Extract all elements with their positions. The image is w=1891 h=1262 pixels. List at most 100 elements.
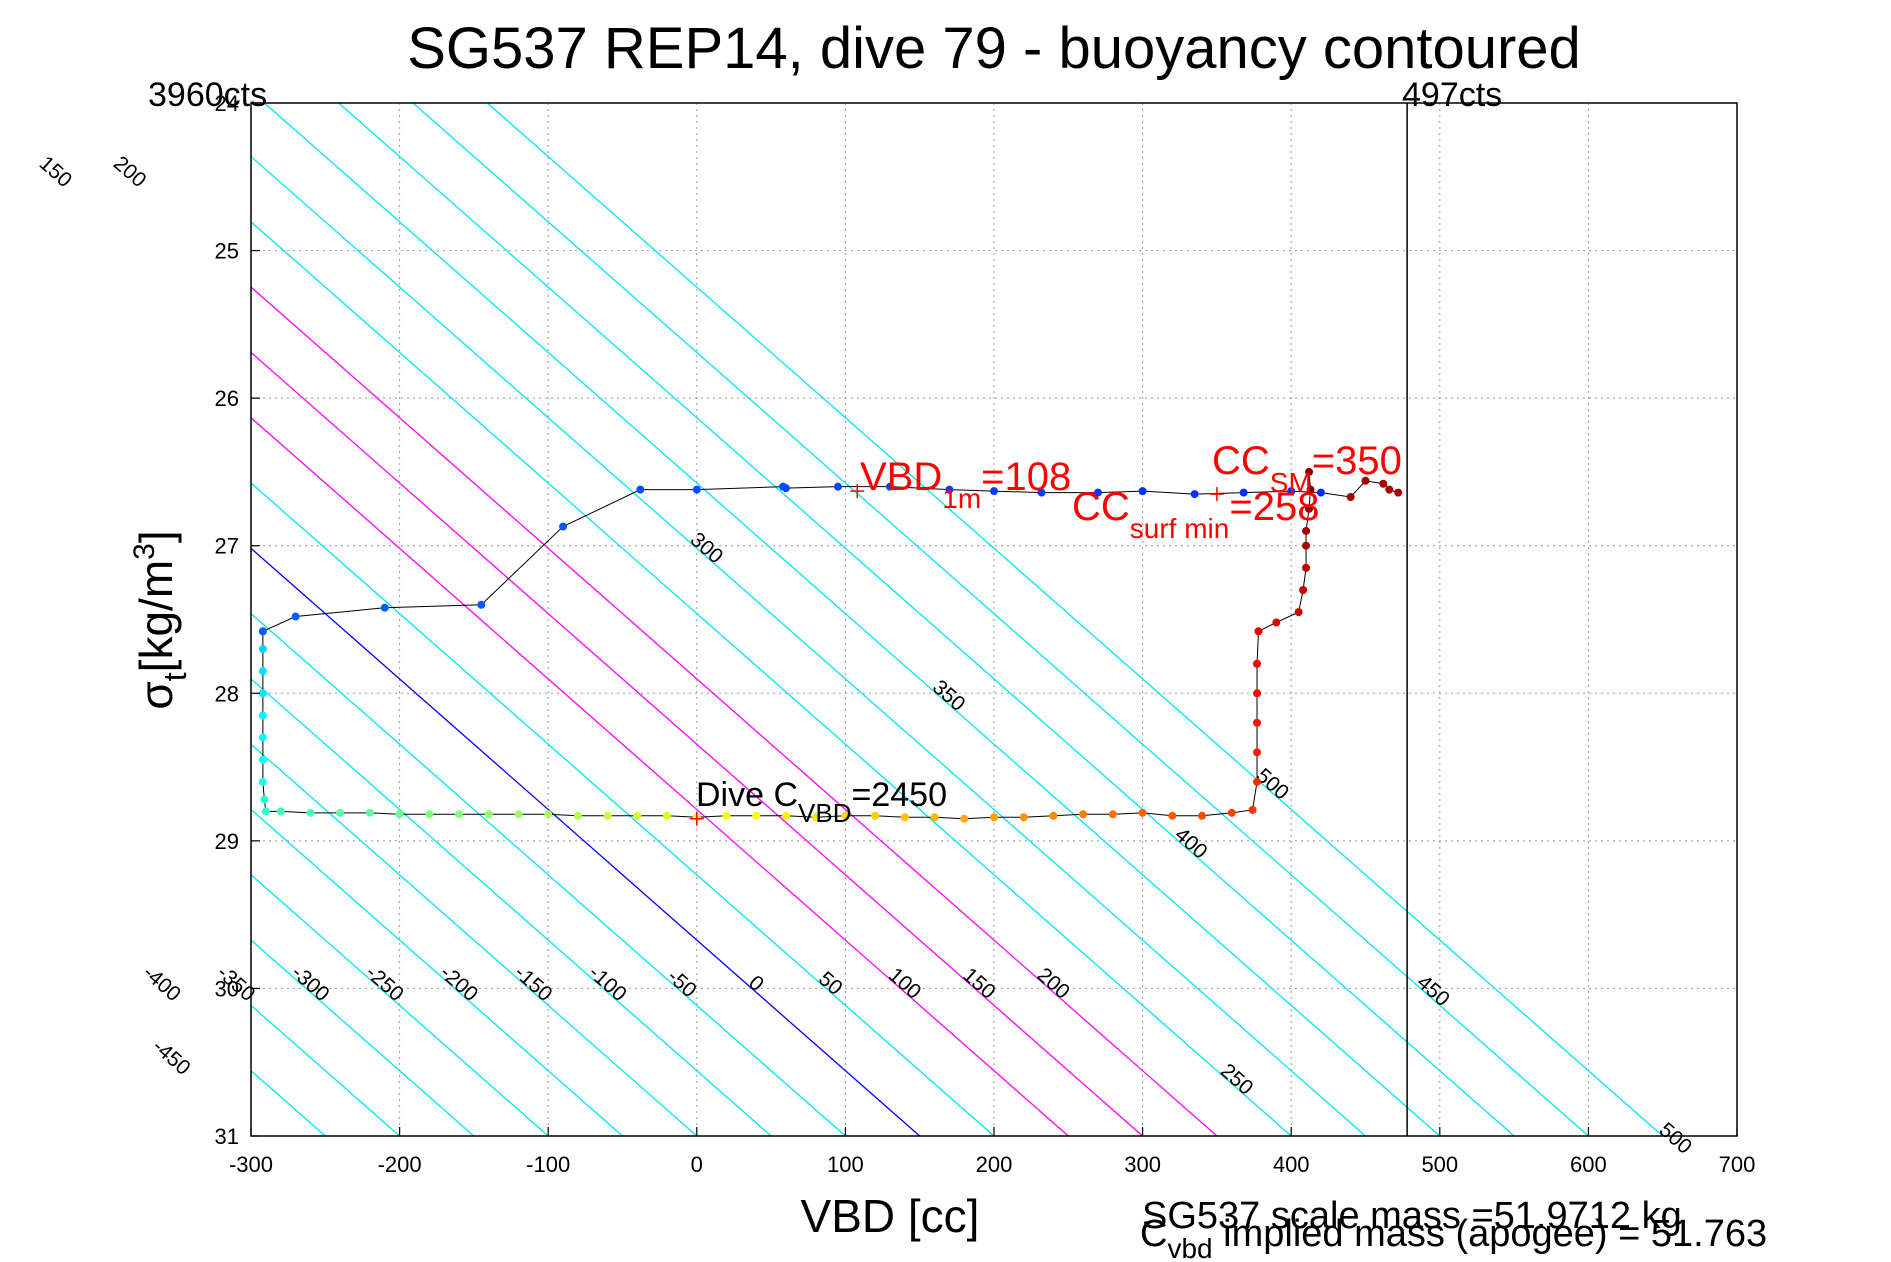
climb-point [1385,485,1394,494]
dive-point [1019,813,1028,822]
dive-point [1305,467,1314,476]
x-tick-label: 200 [976,1152,1013,1177]
contour-label-right: 400 [1170,823,1212,863]
contour-line [251,155,1366,1136]
dive-point [261,807,270,816]
dive-point [260,795,269,804]
contour-label-right: 500 [1655,1118,1697,1158]
y-label-unit-pre: [kg/m [130,560,182,672]
dive-point [258,689,267,698]
contour-line [251,416,1069,1136]
x-tick-label: 400 [1273,1152,1310,1177]
climb-point [833,482,842,491]
contour-line [251,1135,252,1136]
contour-line [251,743,698,1136]
dive-point [573,811,582,820]
contour-label-bottom: -100 [584,961,631,1006]
dive-point [258,667,267,676]
contour-label-bottom: -450 [148,1035,195,1080]
climb-point [1346,493,1355,502]
x-tick-label: 0 [691,1152,703,1177]
chart-title: SG537 REP14, dive 79 - buoyancy contoure… [407,16,1581,81]
contour-label-bottom: -400 [138,961,185,1006]
dive-point [663,811,672,820]
dive-point [365,808,374,817]
dive-point [484,810,493,819]
dive-point [1079,810,1088,819]
contour-label-bottom: 50 [814,967,847,1000]
contour-label-bottom: -300 [287,961,334,1006]
dive-cvbd-annotation: Dive CVBD=2450 [696,776,947,828]
dive-point [258,733,267,742]
climb-point [291,612,300,621]
ccsm-annotation: CCSM=350 [1212,439,1402,498]
climb-point [1037,488,1046,497]
dive-point [1302,563,1311,572]
y-tick-label: 28 [215,681,239,706]
contour-line [251,220,1292,1136]
dive-point [1108,810,1117,819]
contour-label-bottom: 250 [1216,1059,1258,1099]
y-tick-label: 24 [215,91,239,116]
vbd1m-annotation: VBD1m=108 [860,455,1071,514]
dive-point [1302,526,1311,535]
contour-label-right: 300 [686,528,728,568]
x-tick-label: 500 [1421,1152,1458,1177]
dive-point [722,811,731,820]
y-label-unit-post: ] [130,530,182,543]
dive-point [752,811,761,820]
contour-label-bottom: -150 [510,961,557,1006]
x-tick-label: 100 [827,1152,864,1177]
dive-point [1253,689,1262,698]
dive-point [1253,777,1262,786]
climb-point [1361,476,1370,485]
y-tick-label: 31 [215,1124,239,1149]
x-tick-label: 300 [1124,1152,1161,1177]
contour-line [251,286,1218,1136]
contour-label-top: 100 [0,152,2,192]
contour-line [251,939,475,1136]
dive-point [841,811,850,820]
dive-point [1253,659,1262,668]
contour-label-bottom: 200 [1033,963,1075,1003]
climb-point [258,627,267,636]
dive-point [336,808,345,817]
climb-point [636,485,645,494]
y-tick-label: 25 [215,239,239,264]
x-tick-label: -300 [229,1152,273,1177]
climb-point [1394,488,1403,497]
contour-label-bottom: 0 [744,971,768,996]
y-label-main: σ [130,681,182,709]
dive-point [1253,748,1262,757]
dive-point [1306,485,1315,494]
x-tick-label: 700 [1719,1152,1756,1177]
contour-line [251,678,772,1136]
y-tick-label: 29 [215,829,239,854]
contour-label-bottom: 100 [884,963,926,1003]
dive-point [960,814,969,823]
x-axis-ticks: -300 -200 -100 0 100 200 300 400 500 600 700 [229,1127,1755,1177]
dive-point [1248,805,1257,814]
dive-point [1305,504,1314,513]
climb-point [1316,488,1325,497]
y-axis-ticks: 24 25 26 27 28 29 30 31 [215,91,260,1149]
climb-point [1287,487,1296,496]
dive-point [1198,811,1207,820]
contour-label-bottom: -200 [435,961,482,1006]
contour-label-bottom: -250 [361,961,408,1006]
climb-point [990,487,998,496]
dive-point [455,810,464,819]
dive-point [1254,627,1263,636]
climb-point [1379,479,1388,488]
dive-point [633,811,642,820]
dive-point [1272,618,1281,627]
y-label-sub: t [157,672,193,681]
series-points [258,467,1403,823]
dive-point [1138,808,1147,817]
x-tick-label: 600 [1570,1152,1607,1177]
ccsurf-annotation: CCsurf min=258 [1072,485,1319,544]
dive-point [990,813,998,822]
x-axis-label: VBD [cc] [801,1190,980,1242]
x-tick-label: -100 [526,1152,570,1177]
dive-point [544,810,553,819]
